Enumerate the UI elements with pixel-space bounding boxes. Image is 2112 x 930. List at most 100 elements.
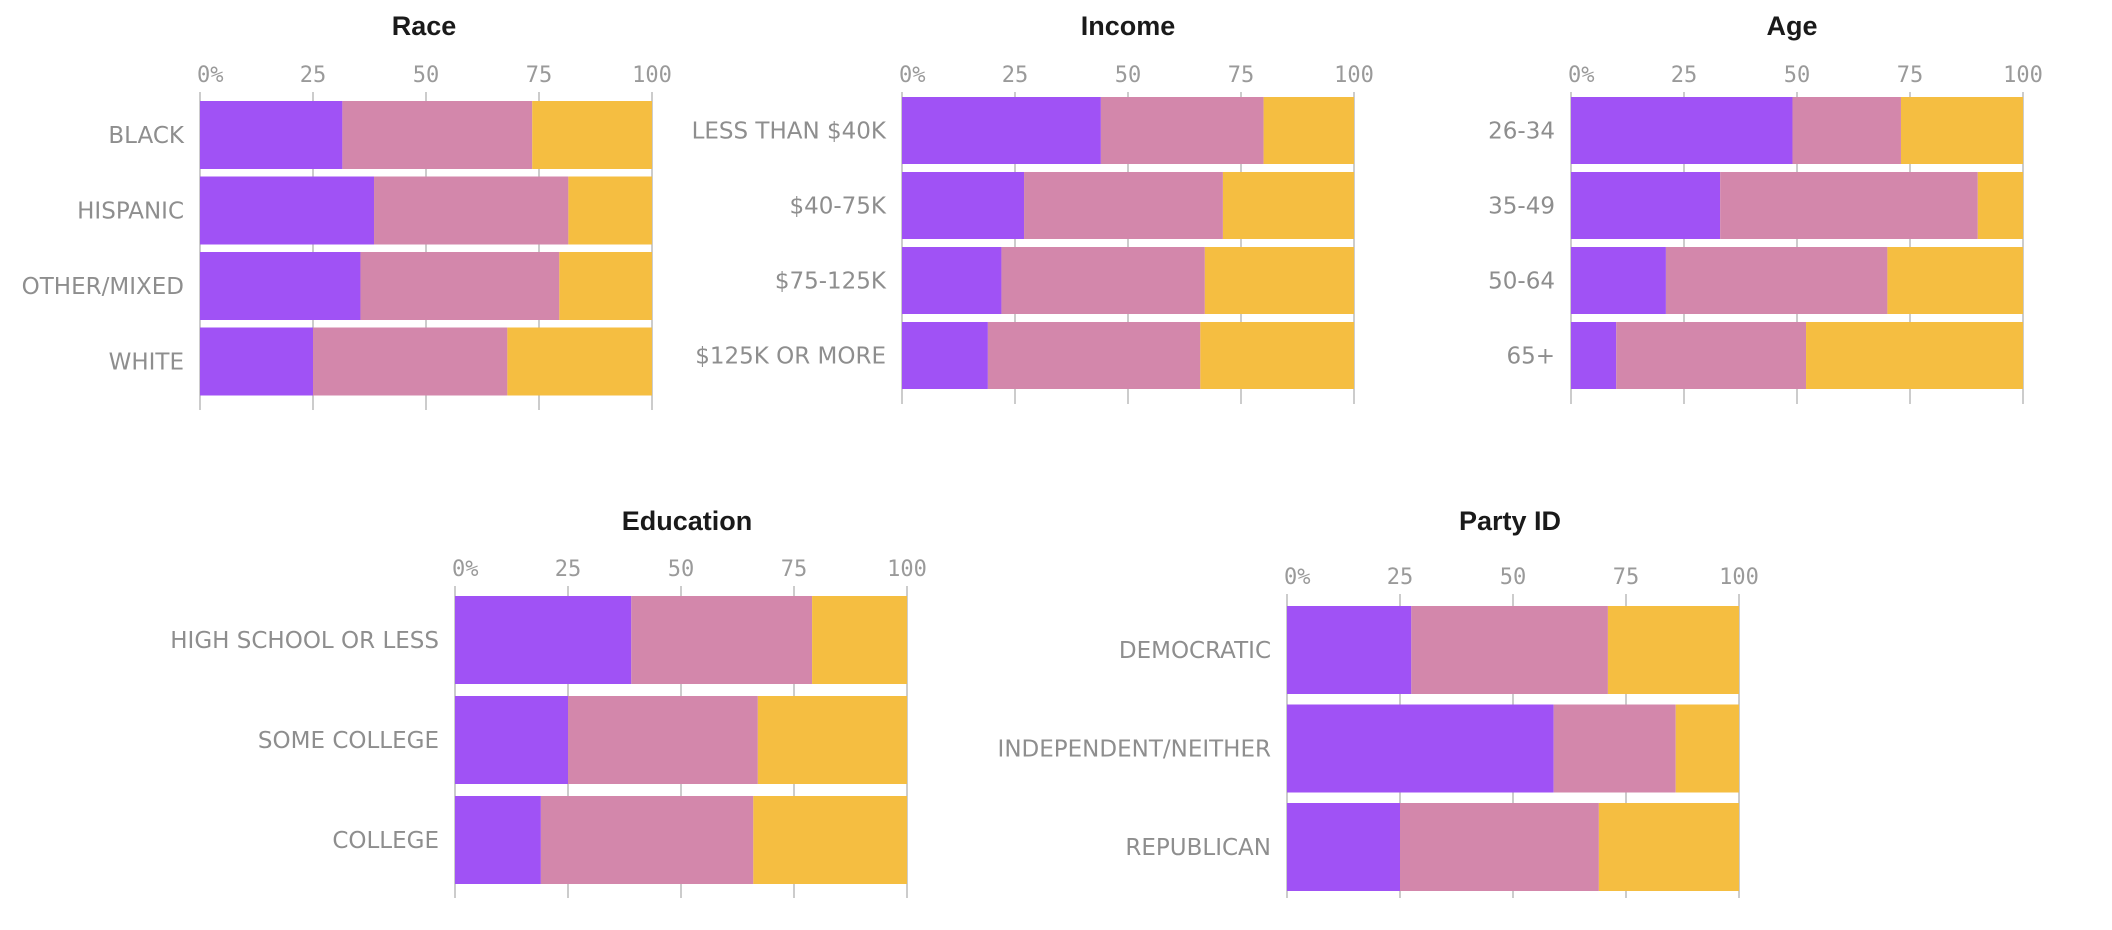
chart-title: Race (392, 11, 457, 41)
bar-segment-2 (1616, 322, 1807, 389)
x-tick-label: 50 (668, 557, 695, 582)
chart-panel-0: Race 0% 25 50 75 100 BLACK HISPANIC OTHER/MIXED W… (22, 11, 672, 410)
category-label: $75-125K (775, 269, 887, 295)
chart-panel-3: Education 0% 25 50 75 100 HIGH SCHOOL OR LESS S… (170, 506, 927, 898)
bar-segment-3 (507, 327, 652, 396)
category-label: BLACK (108, 123, 185, 149)
category-label: 35-49 (1488, 194, 1555, 220)
x-tick-label: 100 (1719, 565, 1759, 590)
category-label: HIGH SCHOOL OR LESS (170, 628, 439, 654)
chart-title: Age (1766, 11, 1817, 41)
bar-segment-2 (1792, 97, 1901, 164)
bar-segment-1 (200, 176, 375, 245)
bar-segment-2 (1100, 97, 1264, 164)
bar-segment-3 (1607, 606, 1739, 694)
category-label: DEMOCRATIC (1119, 638, 1271, 664)
bar-segment-3 (1806, 322, 2023, 389)
x-tick-label: 25 (555, 557, 582, 582)
bar-segment-2 (1400, 803, 1599, 891)
x-tick-label: 75 (1228, 63, 1255, 88)
category-label: REPUBLICAN (1125, 835, 1271, 861)
category-label: $40-75K (789, 194, 886, 220)
x-tick-label: 0% (899, 63, 926, 88)
bar-segment-2 (1720, 172, 1978, 239)
bar-segment-1 (455, 696, 568, 784)
x-tick-label: 75 (526, 63, 553, 88)
x-tick-label: 25 (1002, 63, 1029, 88)
category-label: SOME COLLEGE (258, 728, 439, 754)
bar-segment-3 (1200, 322, 1354, 389)
bar-segment-1 (200, 252, 361, 320)
x-tick-label: 100 (887, 557, 927, 582)
bar-segment-3 (568, 176, 652, 245)
x-tick-label: 0% (1284, 565, 1311, 590)
x-tick-label: 100 (1334, 63, 1374, 88)
x-tick-label: 100 (2003, 63, 2043, 88)
category-label: HISPANIC (77, 199, 184, 225)
bar-segment-2 (568, 696, 758, 784)
x-tick-label: 50 (413, 63, 440, 88)
bar-segment-1 (902, 322, 988, 389)
bar-segment-1 (1287, 803, 1400, 891)
chart-title: Party ID (1459, 506, 1561, 536)
bar-segment-3 (1900, 97, 2023, 164)
bar-segment-2 (1001, 247, 1205, 314)
x-tick-label: 25 (1671, 63, 1698, 88)
category-label: 50-64 (1488, 269, 1555, 295)
bar-segment-1 (902, 247, 1002, 314)
x-tick-label: 0% (1568, 63, 1595, 88)
bar-segment-2 (313, 327, 508, 396)
bar-segment-2 (374, 176, 569, 245)
bar-segment-2 (342, 101, 533, 169)
bar-segment-3 (1977, 172, 2023, 239)
bar-segment-3 (1598, 803, 1739, 891)
bar-segment-2 (1553, 704, 1676, 793)
chart-title: Education (622, 506, 753, 536)
bar-segment-3 (559, 252, 652, 320)
category-label: WHITE (109, 350, 184, 376)
bar-segment-1 (1287, 704, 1554, 793)
bar-segment-1 (1571, 172, 1721, 239)
category-label: INDEPENDENT/NEITHER (998, 737, 1271, 763)
bar-segment-3 (812, 596, 907, 684)
bar-segment-1 (1571, 322, 1617, 389)
chart-title: Income (1081, 11, 1176, 41)
bar-segment-1 (1571, 97, 1793, 164)
x-tick-label: 50 (1115, 63, 1142, 88)
x-tick-label: 100 (632, 63, 672, 88)
bar-segment-3 (1263, 97, 1354, 164)
bar-segment-2 (1411, 606, 1608, 694)
bar-segment-1 (200, 327, 313, 396)
x-tick-label: 50 (1784, 63, 1811, 88)
x-tick-label: 75 (1613, 565, 1640, 590)
bar-segment-2 (1024, 172, 1223, 239)
category-label: OTHER/MIXED (22, 274, 184, 300)
bar-segment-3 (532, 101, 652, 169)
bar-segment-3 (753, 796, 907, 884)
chart-panel-4: Party ID 0% 25 50 75 100 DEMOCRATIC INDEPENDENT… (998, 506, 1759, 898)
category-label: LESS THAN $40K (692, 119, 887, 145)
category-label: COLLEGE (332, 828, 439, 854)
bar-segment-2 (1665, 247, 1888, 314)
bar-segment-2 (360, 252, 560, 320)
bar-segment-1 (200, 101, 343, 169)
bar-segment-1 (455, 796, 541, 884)
x-tick-label: 25 (300, 63, 327, 88)
category-label: 65+ (1506, 344, 1555, 370)
chart-panel-1: Income 0% 25 50 75 100 LESS THAN $40K $40-75K $7… (692, 11, 1374, 404)
x-tick-label: 0% (197, 63, 224, 88)
bar-segment-3 (1887, 247, 2023, 314)
bar-segment-3 (1222, 172, 1354, 239)
x-tick-label: 75 (781, 557, 808, 582)
x-tick-label: 25 (1387, 565, 1414, 590)
chart-panel-2: Age 0% 25 50 75 100 26-34 35-49 50-64 65+ (1488, 11, 2043, 404)
x-tick-label: 0% (452, 557, 479, 582)
bar-segment-3 (757, 696, 907, 784)
category-label: 26-34 (1488, 119, 1555, 145)
x-tick-label: 50 (1500, 565, 1527, 590)
bar-segment-1 (1287, 606, 1412, 694)
bar-segment-1 (1571, 247, 1666, 314)
x-tick-label: 75 (1897, 63, 1924, 88)
bar-segment-1 (455, 596, 632, 684)
